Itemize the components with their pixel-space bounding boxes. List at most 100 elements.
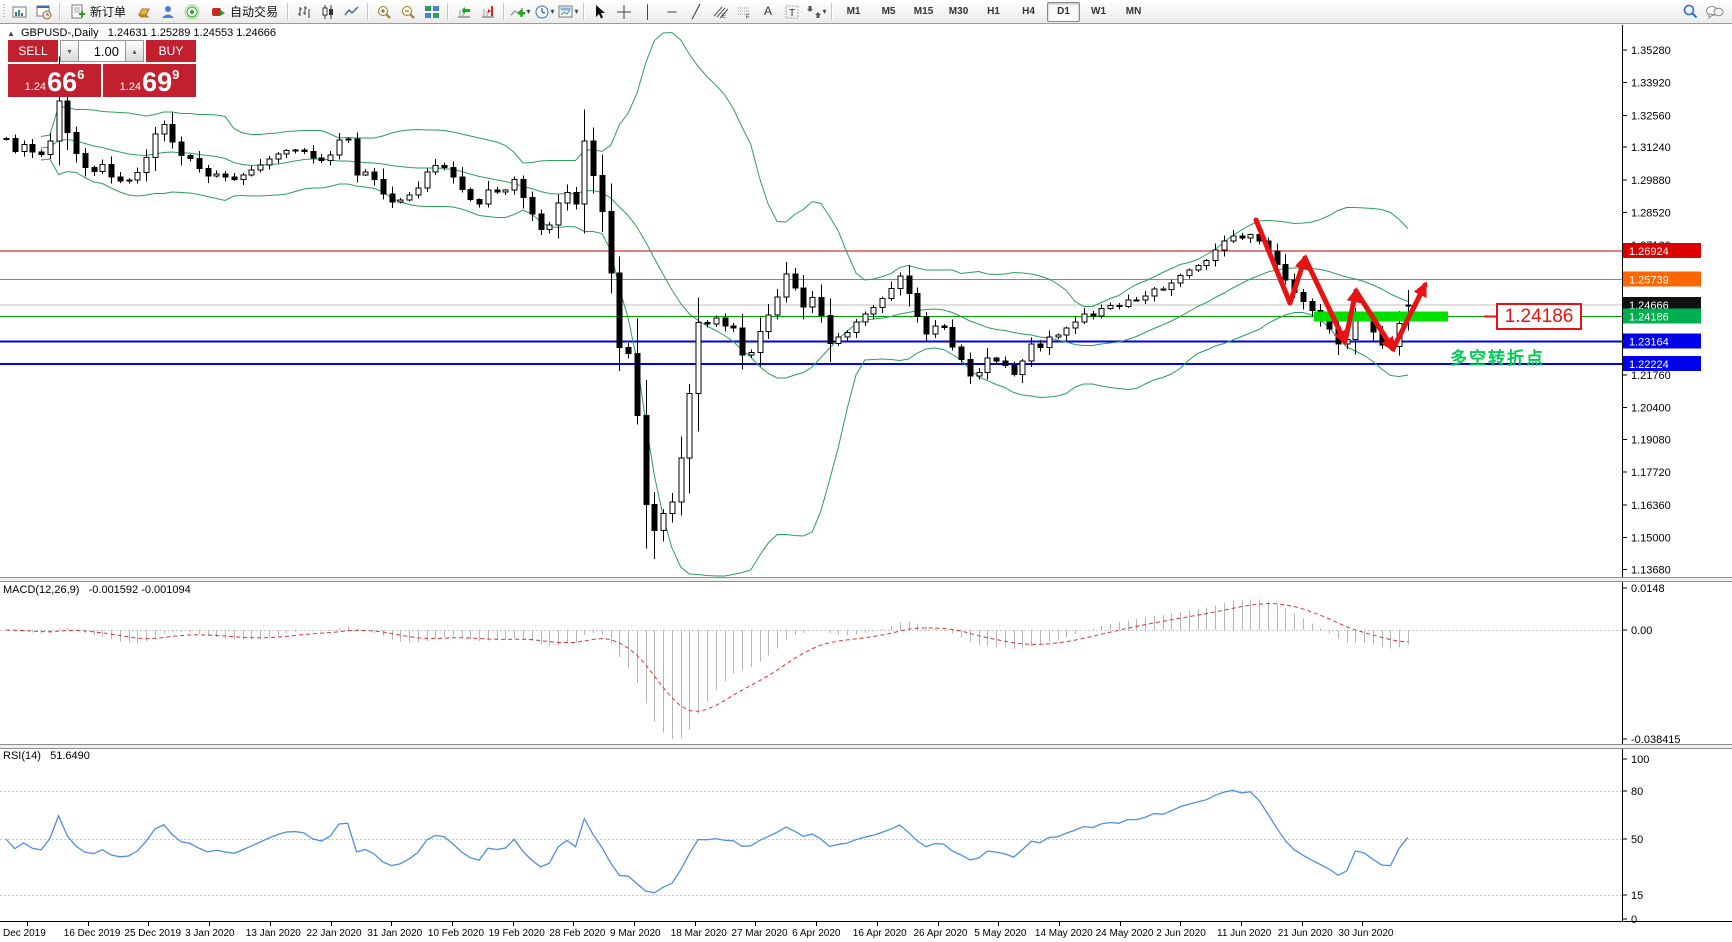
fibonacci-expansion-tool-button[interactable]: F — [733, 2, 755, 22]
zoom-out-icon — [402, 5, 415, 19]
svg-text:T: T — [789, 8, 795, 19]
search-icon[interactable] — [1682, 3, 1699, 20]
svg-text:1.15000: 1.15000 — [1631, 533, 1671, 545]
buy-button[interactable]: BUY — [146, 40, 196, 62]
sell-price-prefix: 1.24 — [24, 81, 47, 93]
macd-values: -0.001592 -0.001094 — [88, 584, 191, 596]
clock-icon — [535, 5, 549, 18]
trend-zigzag-annotation[interactable] — [1253, 217, 1428, 353]
svg-text:22 Jan 2020: 22 Jan 2020 — [307, 928, 362, 939]
text-label-icon: T — [785, 5, 799, 19]
svg-text:80: 80 — [1631, 786, 1643, 798]
rsi-value: 51.6490 — [50, 750, 90, 762]
toolbar-separator — [583, 3, 586, 20]
zoom-in-button[interactable] — [373, 2, 395, 22]
timeframe-button-M5[interactable]: M5 — [881, 6, 896, 17]
text-tool-icon: A — [764, 4, 773, 18]
support-highlight-band[interactable] — [1314, 311, 1448, 322]
buy-price-display[interactable]: 1.24 69 9 — [103, 64, 196, 97]
svg-text:1.17720: 1.17720 — [1631, 467, 1671, 479]
volume-decrease-button[interactable]: ▾ — [60, 40, 79, 62]
new-order-button[interactable]: 新订单 — [65, 2, 131, 22]
chevron-down-icon: ▾ — [822, 7, 827, 16]
toolbar-separator — [503, 3, 506, 20]
volume-increase-button[interactable]: ▴ — [125, 40, 144, 62]
timeframe-button-D1[interactable]: D1 — [1047, 1, 1081, 22]
timeframe-button-W1[interactable]: W1 — [1091, 6, 1107, 17]
chart-shift-button[interactable] — [477, 2, 499, 22]
auto-scroll-button[interactable] — [453, 2, 475, 22]
svg-text:Dec 2019: Dec 2019 — [3, 928, 46, 939]
new-order-label: 新订单 — [90, 5, 127, 19]
horizontal-line-tool-button[interactable]: ─ — [661, 2, 683, 22]
new-chart-button[interactable] — [9, 2, 31, 22]
arrows-tool-button[interactable]: ▾ — [805, 2, 827, 22]
timeframe-button-M15[interactable]: M15 — [913, 6, 934, 17]
svg-text:0.00: 0.00 — [1631, 625, 1652, 637]
timeframe-button-MN[interactable]: MN — [1125, 6, 1142, 17]
svg-text:-0.038415: -0.038415 — [1631, 734, 1681, 746]
caret-up-icon: ▴ — [132, 46, 137, 56]
rsi-indicator-label: RSI(14) 51.6490 — [3, 750, 90, 762]
cursor-icon — [596, 4, 606, 18]
timeframe-button-H1[interactable]: H1 — [987, 6, 1000, 17]
autotrading-label: 自动交易 — [230, 5, 279, 19]
candlestick-mode-button[interactable] — [317, 2, 339, 22]
bollinger-bands — [40, 31, 1409, 577]
indicators-button[interactable]: ▾ — [509, 2, 531, 22]
fibonacci-icon: E — [713, 6, 729, 20]
timeframe-button-M30[interactable]: M30 — [948, 6, 969, 17]
bar-chart-mode-button[interactable] — [293, 2, 315, 22]
profiles-button[interactable] — [33, 2, 55, 22]
rsi-line — [5, 789, 1409, 894]
line-chart-mode-button[interactable] — [341, 2, 363, 22]
svg-text:21 Jun 2020: 21 Jun 2020 — [1278, 928, 1333, 939]
svg-text:30 Jun 2020: 30 Jun 2020 — [1338, 928, 1393, 939]
community-button[interactable] — [157, 2, 179, 22]
rsi-name: RSI(14) — [3, 750, 41, 762]
svg-text:1.33920: 1.33920 — [1631, 78, 1671, 90]
chat-icon[interactable] — [1705, 4, 1724, 20]
svg-text:11 Jun 2020: 11 Jun 2020 — [1217, 928, 1272, 939]
chart-shift-icon — [482, 5, 495, 17]
svg-text:100: 100 — [1631, 754, 1649, 766]
vertical-line-tool-button[interactable]: │ — [637, 2, 659, 22]
svg-text:1.13680: 1.13680 — [1631, 565, 1671, 577]
new-order-icon — [71, 4, 85, 18]
toolbar-separator — [367, 3, 370, 20]
svg-text:1.29880: 1.29880 — [1631, 175, 1671, 187]
volume-input[interactable] — [79, 40, 125, 62]
toolbar-separator — [447, 3, 450, 20]
price-level-callout[interactable]: 1.24186 — [1496, 303, 1582, 330]
svg-text:1.32560: 1.32560 — [1631, 111, 1671, 123]
trendline-tool-button[interactable]: ╱ — [685, 2, 707, 22]
periods-button[interactable]: ▾ — [533, 2, 555, 22]
text-label-tool-button[interactable]: T — [781, 2, 803, 22]
sell-button[interactable]: SELL — [8, 40, 58, 62]
buy-price-big: 69 — [142, 67, 173, 97]
zoom-out-button[interactable] — [397, 2, 419, 22]
buy-price-prefix: 1.24 — [119, 81, 142, 93]
toolbar-separator — [287, 3, 290, 20]
autotrading-button[interactable]: 自动交易 — [205, 2, 283, 22]
svg-text:E: E — [722, 14, 726, 20]
timeframe-button-H4[interactable]: H4 — [1022, 6, 1035, 17]
signals-button[interactable] — [181, 2, 203, 22]
timeframe-button-M1[interactable]: M1 — [846, 6, 861, 17]
cursor-tool-button[interactable] — [589, 2, 611, 22]
mql5-market-button[interactable] — [133, 2, 155, 22]
toolbar-right-icons — [1682, 3, 1732, 20]
arrows-shapes-icon — [806, 5, 821, 18]
crosshair-tool-button[interactable] — [613, 2, 635, 22]
buy-price-pip: 9 — [172, 67, 180, 82]
macd-axis-labels: 0.0148 0.00 -0.038415 — [1622, 583, 1681, 746]
text-tool-button[interactable]: A — [757, 2, 779, 22]
sell-price-display[interactable]: 1.24 66 6 — [8, 64, 101, 97]
svg-text:1.26924: 1.26924 — [1629, 246, 1669, 258]
templates-button[interactable]: ▾ — [557, 2, 579, 22]
tile-windows-button[interactable] — [421, 2, 443, 22]
svg-text:50: 50 — [1631, 834, 1643, 846]
fibonacci-tool-button[interactable]: E — [709, 2, 731, 22]
